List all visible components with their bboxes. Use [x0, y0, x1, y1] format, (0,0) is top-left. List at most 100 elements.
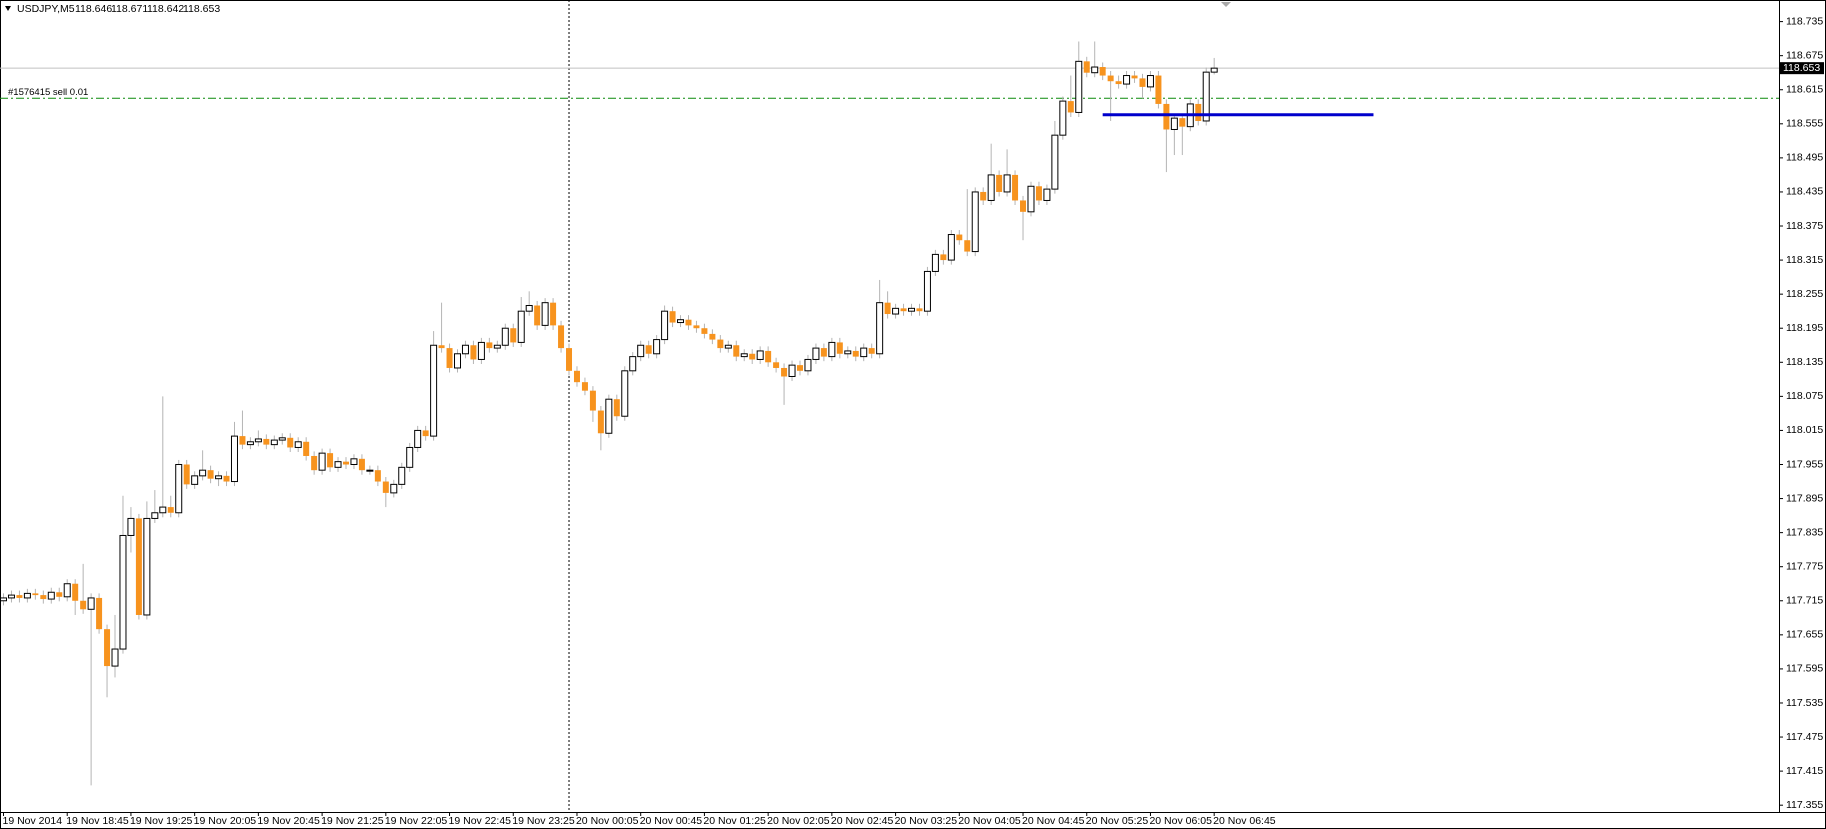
candle-up: [454, 353, 462, 369]
candle-up: [637, 344, 645, 358]
candle-up: [390, 483, 398, 494]
candle-up: [947, 234, 955, 261]
candle-down: [836, 342, 843, 354]
candle-up: [525, 305, 533, 312]
x-tick-label: 19 Nov 20:45: [257, 815, 320, 827]
candle-down: [717, 339, 724, 349]
candle-up: [350, 458, 358, 465]
candle-down: [446, 348, 453, 368]
y-tick-label: 118.495: [1786, 152, 1823, 164]
candle-up: [931, 253, 939, 272]
candle-up: [1051, 134, 1059, 190]
candle-down: [534, 305, 541, 326]
x-tick-label: 19 Nov 18:45: [66, 815, 129, 827]
candle-up: [175, 463, 183, 514]
candle-up: [812, 347, 820, 360]
candle-up: [740, 353, 748, 358]
candle-down: [940, 254, 947, 261]
candle-up: [143, 517, 151, 616]
candle-down: [597, 410, 604, 434]
candle-down: [573, 370, 580, 383]
x-tick-label: 20 Nov 00:05: [576, 815, 639, 827]
candle-down: [167, 507, 174, 513]
candle-up: [1123, 75, 1131, 85]
candle-down: [16, 595, 23, 598]
candle-down: [1179, 118, 1186, 127]
y-tick-label: 117.475: [1786, 731, 1823, 743]
y-tick-label: 118.375: [1786, 220, 1823, 232]
candle-down: [1163, 103, 1170, 130]
candle-up: [493, 344, 501, 349]
candle-up: [318, 452, 326, 471]
candle-up: [127, 517, 135, 536]
candle-up: [517, 310, 525, 343]
candle-down: [1083, 61, 1090, 73]
candle-down: [327, 453, 334, 468]
candle-up: [7, 594, 15, 599]
candle-up: [278, 437, 286, 441]
candle-down: [797, 365, 803, 371]
candle-down: [183, 464, 190, 485]
candle-down: [900, 308, 907, 312]
candle-up: [1202, 71, 1210, 122]
candle-up: [892, 307, 900, 315]
header-close: 118.653: [183, 3, 220, 15]
candle-down: [589, 390, 596, 411]
candle-up: [908, 307, 916, 312]
y-tick-label: 118.255: [1786, 288, 1823, 300]
candle-down: [207, 470, 214, 479]
candle-up: [398, 466, 406, 485]
x-tick-label: 19 Nov 20:05: [194, 815, 257, 827]
candle-up: [119, 534, 127, 650]
candle-up: [501, 327, 509, 346]
candle-down: [438, 345, 445, 349]
candle-up: [270, 439, 278, 446]
candle-down: [342, 461, 349, 465]
candle-up: [477, 341, 485, 360]
candle-down: [303, 441, 310, 456]
candle-up: [230, 435, 238, 483]
candle-down: [916, 308, 923, 312]
y-tick-label: 117.835: [1786, 526, 1823, 538]
shift-marker: [1221, 2, 1231, 7]
candle-up: [199, 469, 207, 477]
candle-up: [788, 364, 796, 377]
x-tick-label: 20 Nov 02:45: [831, 815, 894, 827]
candle-down: [223, 475, 230, 482]
candle-down: [566, 348, 573, 371]
y-tick-label: 118.195: [1786, 322, 1823, 334]
candle-down: [669, 311, 676, 323]
candle-down: [40, 595, 47, 600]
candle-down: [581, 382, 588, 391]
candle-up: [111, 648, 119, 667]
candle-down: [1099, 67, 1106, 76]
candle-down: [773, 362, 780, 368]
candle-up: [366, 469, 374, 472]
candle-down: [550, 302, 557, 326]
candle-up: [1059, 100, 1067, 136]
x-tick-label: 19 Nov 21:25: [321, 815, 384, 827]
candle-down: [1107, 75, 1114, 82]
menu-arrow: [5, 6, 11, 11]
y-tick-label: 117.655: [1786, 629, 1823, 641]
candle-down: [781, 367, 788, 377]
x-tick-label: 20 Nov 06:05: [1149, 815, 1212, 827]
header-low: 118.642: [147, 3, 184, 15]
candle-up: [1091, 66, 1099, 74]
candle-down: [382, 481, 389, 493]
candle-down: [701, 328, 708, 334]
candle-up: [541, 302, 549, 326]
price-box-label: 118.653: [1783, 62, 1820, 74]
y-tick-label: 117.595: [1786, 663, 1823, 675]
candle-down: [765, 350, 772, 363]
candle-up: [605, 398, 613, 434]
candle-down: [709, 333, 716, 340]
candle-up: [923, 270, 931, 312]
candle-up: [987, 174, 995, 201]
candle-down: [1020, 200, 1027, 212]
candle-down: [613, 399, 620, 417]
candle-down: [486, 342, 493, 349]
y-tick-label: 118.435: [1786, 186, 1823, 198]
